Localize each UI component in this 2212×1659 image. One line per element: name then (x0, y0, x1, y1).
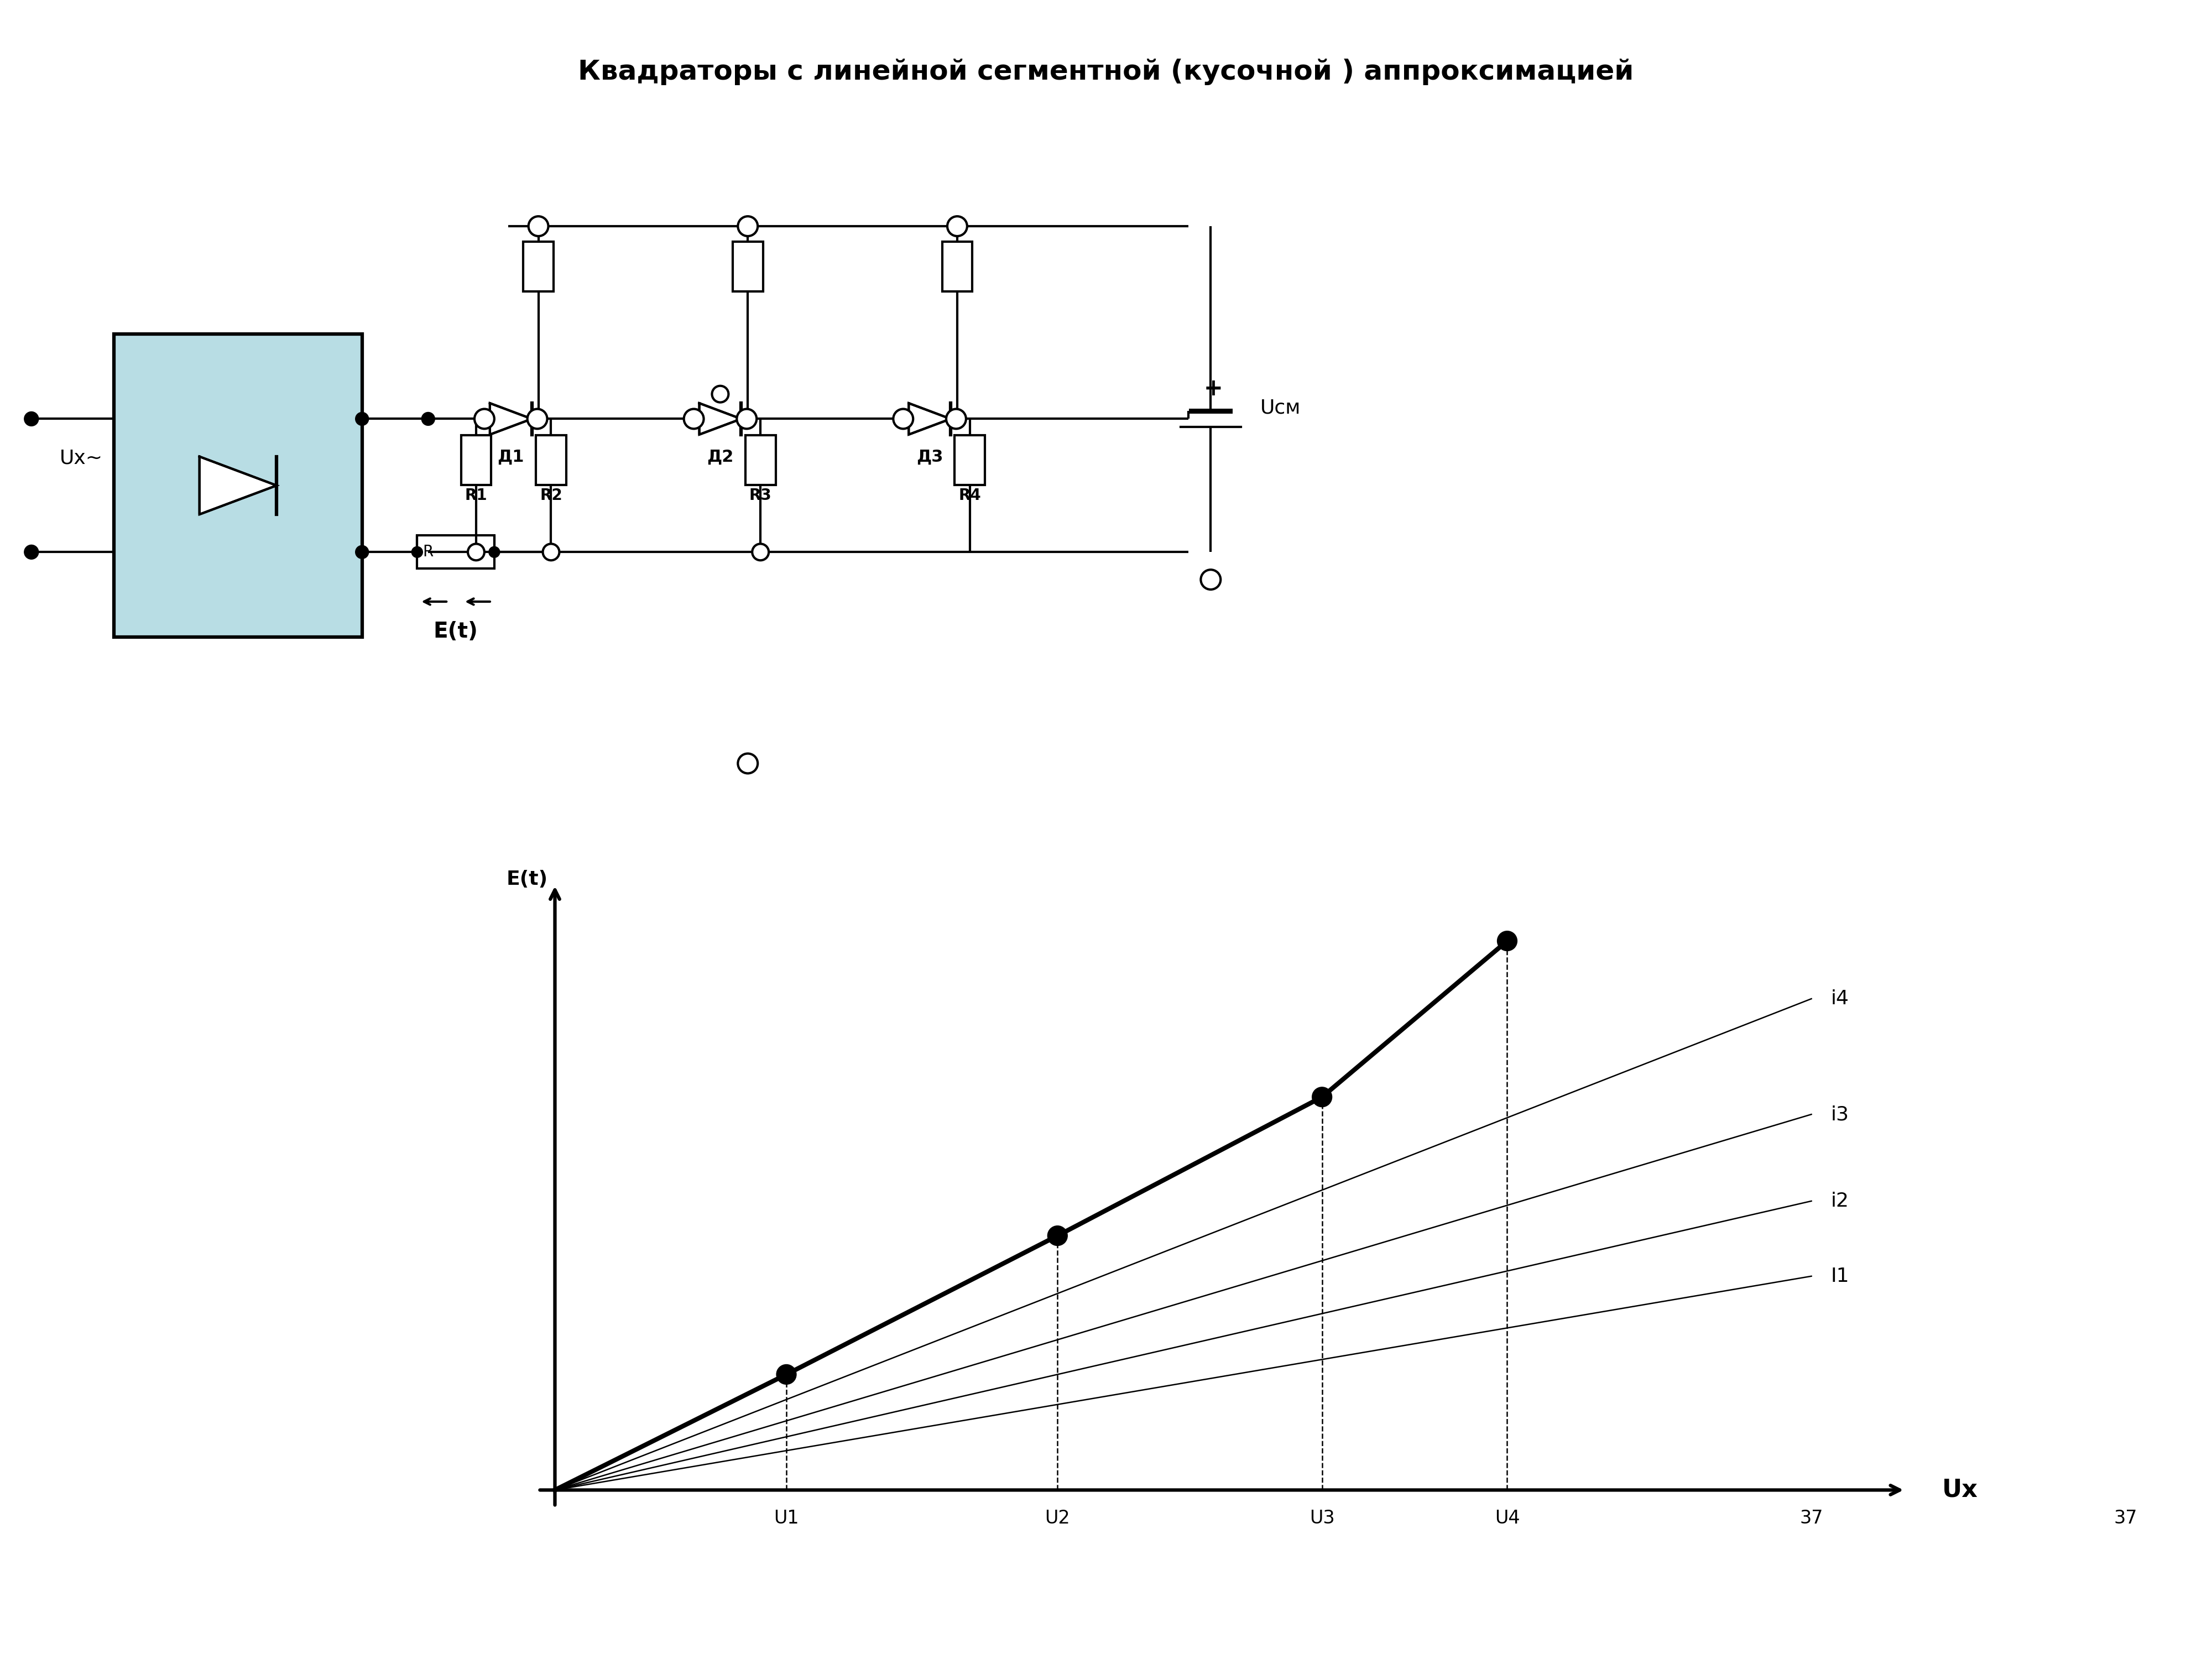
Bar (115, 333, 363, 637)
Circle shape (947, 216, 967, 236)
Text: Квадраторы с линейной сегментной (кусочной ) аппроксимацией: Квадраторы с линейной сегментной (кусочн… (577, 58, 1635, 85)
Text: R3: R3 (750, 488, 772, 503)
Circle shape (947, 410, 967, 428)
Text: +: + (1203, 377, 1223, 400)
Text: Uсм: Uсм (1261, 398, 1301, 418)
Circle shape (469, 544, 484, 561)
Bar (942, 242, 973, 292)
Text: Д2: Д2 (708, 450, 734, 465)
Bar (732, 242, 763, 292)
Text: 37: 37 (2115, 1510, 2137, 1528)
Polygon shape (199, 456, 276, 514)
Circle shape (489, 546, 500, 557)
Bar (535, 435, 566, 484)
Text: U4: U4 (1495, 1510, 1520, 1528)
Circle shape (356, 413, 369, 425)
Circle shape (712, 387, 728, 403)
Text: Д1: Д1 (498, 450, 524, 465)
Bar (956, 435, 984, 484)
Text: I1: I1 (1832, 1267, 1849, 1286)
Circle shape (1312, 1087, 1332, 1107)
Circle shape (739, 753, 759, 773)
Text: Ux~: Ux~ (60, 448, 104, 468)
Circle shape (1498, 931, 1517, 951)
Bar (418, 536, 493, 569)
Circle shape (684, 410, 703, 428)
Text: U2: U2 (1044, 1510, 1071, 1528)
Polygon shape (489, 403, 531, 435)
Text: U1: U1 (774, 1510, 799, 1528)
Circle shape (473, 410, 493, 428)
Circle shape (356, 546, 369, 559)
Text: R2: R2 (540, 488, 562, 503)
Circle shape (526, 410, 546, 428)
Polygon shape (909, 403, 951, 435)
Circle shape (894, 410, 914, 428)
Circle shape (529, 216, 549, 236)
Circle shape (1048, 1226, 1068, 1246)
Text: i2: i2 (1832, 1191, 1849, 1211)
Circle shape (739, 216, 759, 236)
Text: R4: R4 (958, 488, 982, 503)
Bar (524, 242, 553, 292)
Circle shape (776, 1364, 796, 1384)
Text: R: R (422, 544, 434, 559)
Circle shape (24, 411, 38, 426)
Text: U3: U3 (1310, 1510, 1334, 1528)
Circle shape (422, 413, 436, 425)
Circle shape (1201, 569, 1221, 589)
Text: i4: i4 (1832, 989, 1849, 1009)
Circle shape (737, 410, 757, 428)
Bar (745, 435, 776, 484)
Text: i3: i3 (1832, 1105, 1849, 1123)
Text: R1: R1 (465, 488, 487, 503)
Text: E(t): E(t) (434, 620, 478, 642)
Text: Ux: Ux (1942, 1478, 1978, 1501)
Circle shape (24, 544, 38, 559)
Text: Д3: Д3 (916, 450, 942, 465)
Circle shape (752, 544, 770, 561)
Polygon shape (699, 403, 741, 435)
Circle shape (411, 546, 422, 557)
Text: 37: 37 (1801, 1510, 1823, 1528)
Text: E(t): E(t) (507, 869, 549, 889)
Circle shape (542, 544, 560, 561)
Bar (460, 435, 491, 484)
